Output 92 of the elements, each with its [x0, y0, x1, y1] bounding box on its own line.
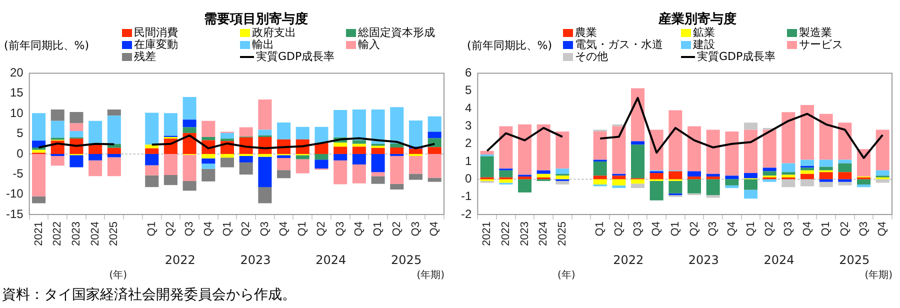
y-tick-label: -5 [12, 166, 24, 180]
x-tick-label: Q4 [353, 222, 366, 236]
x-tick-label: Q4 [428, 222, 441, 236]
chart-title: 産業別寄与度 [658, 12, 736, 27]
x-tick-label: Q3 [184, 222, 196, 236]
y-tick-label: -10 [6, 186, 24, 201]
text: (年期) [416, 269, 445, 281]
chart-title: 需要項目別寄与度 [204, 12, 308, 27]
x-tick-label: Q2 [240, 222, 252, 236]
x-tick-label: 2025 [556, 222, 568, 246]
text: 2025 [391, 253, 422, 267]
x-tick-label: Q1 [221, 222, 234, 236]
legend-label: 輸入 [358, 38, 380, 51]
x-tick-label: Q2 [688, 222, 700, 236]
text: 2022 [613, 253, 644, 267]
legend-label: 製造業 [799, 26, 832, 39]
x-tick-label: Q1 [146, 222, 158, 236]
x-tick-label: Q3 [410, 222, 422, 236]
legend-label: 農業 [575, 26, 597, 39]
legend-label: 建設 [693, 38, 715, 51]
text: 2024 [316, 253, 346, 267]
x-tick-label: Q3 [334, 222, 346, 236]
y-tick-label: 3 [464, 118, 472, 133]
x-tick-label: Q2 [764, 222, 776, 236]
x-tick-label: 2023 [518, 222, 531, 246]
x-tick-label: Q3 [632, 222, 644, 236]
x-tick-label: Q1 [669, 222, 682, 236]
x-tick-label: 2025 [108, 222, 120, 246]
legend-label: 政府支出 [252, 26, 296, 39]
x-tick-label: Q4 [202, 222, 214, 236]
y-tick-label: 20 [10, 66, 24, 80]
text: 2022 [164, 253, 196, 267]
y-tick-label: 1 [464, 154, 472, 168]
x-tick-label: 2023 [70, 222, 82, 246]
x-tick-label: Q1 [820, 222, 832, 236]
y-tick-label: 2 [464, 136, 472, 150]
x-tick-label: Q4 [876, 222, 889, 236]
x-tick-label: Q3 [707, 222, 720, 236]
legend-label: 輸出 [252, 38, 274, 51]
legend-label: サービス [799, 38, 843, 51]
text: 2025 [839, 253, 870, 267]
legend-label: 総固定資本形成 [358, 26, 435, 39]
text: (年期) [864, 269, 893, 281]
text: (年) [558, 269, 576, 281]
y-tick-label: -15 [6, 206, 24, 221]
text: (年) [109, 269, 128, 281]
x-tick-label: Q2 [390, 222, 403, 236]
x-tick-label: 2021 [32, 222, 45, 246]
legend-label: 実質GDP成長率 [256, 50, 335, 63]
y-axis-title: (前年同期比、%) [4, 38, 90, 53]
y-tick-label: -1 [461, 189, 472, 204]
legend-label: 鉱業 [693, 26, 715, 39]
text: 資料：タイ国家経済社会開発委員会から作成。 [2, 286, 296, 304]
x-tick-label: Q2 [316, 222, 328, 236]
y-tick-label: 6 [464, 66, 472, 80]
x-tick-label: Q3 [858, 222, 870, 236]
y-axis-title: (前年同期比、%) [467, 38, 552, 53]
legend-label: その他 [575, 50, 608, 63]
y-tick-label: 10 [10, 106, 24, 120]
x-tick-label: 2022 [500, 222, 512, 246]
x-tick-label: Q2 [164, 222, 177, 236]
y-tick-label: 0 [16, 146, 24, 160]
legend-label: 電気・ガス・水道 [575, 38, 663, 51]
x-tick-label: 2021 [481, 222, 494, 246]
text: 2023 [240, 253, 271, 267]
x-tick-label: Q4 [650, 222, 663, 236]
legend-label: 在庫変動 [134, 38, 178, 51]
text: 2024 [764, 253, 794, 267]
x-tick-label: 2024 [89, 222, 102, 246]
y-tick-label: 5 [16, 126, 24, 140]
x-tick-label: Q3 [258, 222, 271, 236]
y-tick-label: 0 [464, 172, 472, 186]
x-tick-label: Q2 [612, 222, 625, 236]
legend-label: 民間消費 [134, 26, 178, 39]
y-tick-label: -2 [461, 206, 472, 221]
x-tick-label: Q4 [278, 222, 290, 236]
x-tick-label: Q1 [594, 222, 606, 236]
x-tick-label: Q1 [744, 222, 757, 236]
x-tick-label: Q4 [801, 222, 814, 236]
text: 2023 [688, 253, 719, 267]
x-tick-label: Q4 [726, 222, 738, 236]
legend-label: 実質GDP成長率 [697, 50, 776, 63]
x-tick-label: 2022 [52, 222, 64, 246]
x-tick-label: Q3 [782, 222, 794, 236]
y-tick-label: 5 [464, 83, 472, 98]
legend-label: 残差 [134, 50, 156, 63]
y-tick-label: 4 [464, 100, 472, 115]
x-tick-label: 2024 [538, 222, 550, 246]
x-tick-label: Q2 [838, 222, 851, 236]
x-tick-label: Q1 [372, 222, 384, 236]
x-tick-label: Q1 [296, 222, 309, 236]
y-tick-label: 15 [10, 86, 24, 100]
